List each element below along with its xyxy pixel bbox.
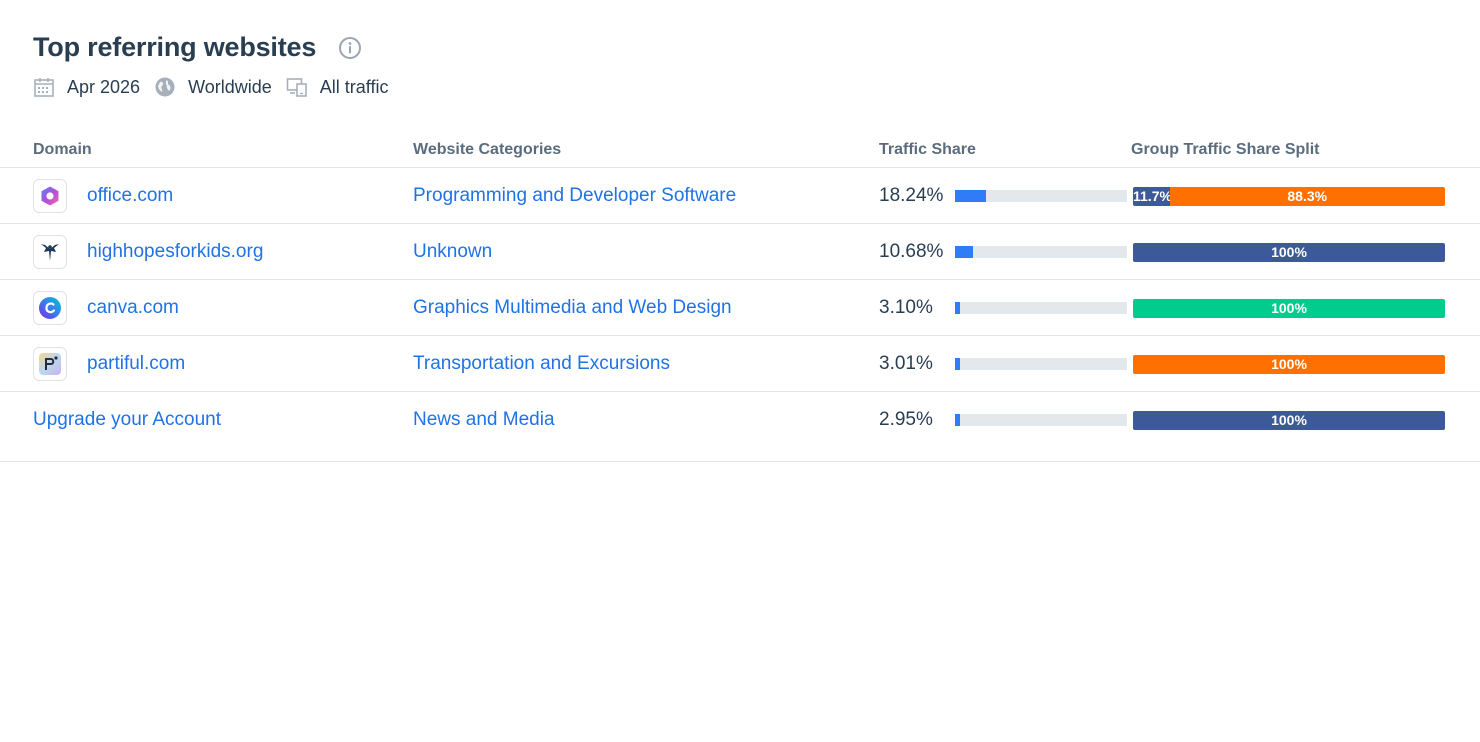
traffic-share-fill: [955, 246, 973, 258]
upgrade-account-link[interactable]: Upgrade your Account: [33, 409, 222, 430]
split-segment: 100%: [1133, 354, 1445, 374]
traffic-filter: All traffic: [286, 76, 403, 98]
traffic-share-fill: [955, 414, 960, 426]
category-link[interactable]: Unknown: [413, 241, 493, 262]
domain-link[interactable]: office.com: [87, 185, 174, 206]
devices-icon: [286, 78, 307, 97]
date-filter: Apr 2026: [33, 76, 154, 98]
table-row: office.com Programming and Developer Sof…: [0, 168, 1480, 224]
split-segment: 100%: [1133, 298, 1445, 318]
country-label: Worldwide: [188, 76, 272, 97]
domain-link[interactable]: highhopesforkids.org: [87, 241, 264, 262]
office-favicon-icon: [33, 179, 67, 213]
category-link[interactable]: News and Media: [413, 409, 555, 430]
category-link[interactable]: Programming and Developer Software: [413, 185, 737, 206]
column-header-category[interactable]: Website Categories: [413, 141, 562, 158]
traffic-share-fill: [955, 302, 960, 314]
traffic-share-bar: [955, 414, 1127, 426]
table-row: partiful.com Transportation and Excursio…: [0, 336, 1480, 392]
country-filter: Worldwide: [154, 76, 286, 98]
traffic-share-bar: [955, 302, 1127, 314]
highhopes-favicon-icon: [33, 235, 67, 269]
split-segment: 100%: [1133, 242, 1445, 262]
traffic-share-bar: [955, 246, 1127, 258]
traffic-share-bar: [955, 358, 1127, 370]
traffic-label: All traffic: [319, 76, 389, 97]
canva-favicon-icon: [33, 291, 67, 325]
globe-icon: [155, 77, 175, 97]
column-header-domain[interactable]: Domain: [33, 141, 92, 158]
table-row: highhopesforkids.org Unknown 10.68% 100%: [0, 224, 1480, 280]
group-split-bar: 100%: [1133, 410, 1445, 430]
traffic-share-bar: [955, 190, 1127, 202]
referring-websites-table: Domain Website Categories Traffic Share …: [0, 128, 1480, 462]
table-row: canva.com Graphics Multimedia and Web De…: [0, 280, 1480, 336]
widget-header: Top referring websites: [33, 32, 362, 63]
column-header-group-split[interactable]: Group Traffic Share Split: [1131, 141, 1320, 158]
group-split-bar: 11.7% 88.3%: [1133, 186, 1445, 206]
traffic-share-value: 10.68%: [879, 241, 944, 262]
partiful-favicon-icon: [33, 347, 67, 381]
date-label: Apr 2026: [67, 76, 141, 97]
traffic-share-value: 2.95%: [879, 409, 933, 430]
traffic-share-value: 3.01%: [879, 353, 933, 374]
column-header-traffic-share[interactable]: Traffic Share: [879, 141, 976, 158]
traffic-share-value: 18.24%: [879, 185, 944, 206]
traffic-share-fill: [955, 358, 960, 370]
category-link[interactable]: Transportation and Excursions: [413, 353, 670, 374]
split-segment: 11.7%: [1133, 186, 1170, 206]
group-split-bar: 100%: [1133, 298, 1445, 318]
filter-summary: Apr 2026 Worldwide All traffic: [33, 76, 402, 98]
table-header: Domain Website Categories Traffic Share …: [0, 128, 1480, 168]
info-icon[interactable]: [338, 36, 362, 60]
calendar-icon: [34, 78, 54, 97]
traffic-share-value: 3.10%: [879, 297, 933, 318]
split-segment: 88.3%: [1169, 186, 1445, 206]
group-split-bar: 100%: [1133, 242, 1445, 262]
group-split-bar: 100%: [1133, 354, 1445, 374]
widget-title: Top referring websites: [33, 32, 317, 62]
domain-link[interactable]: partiful.com: [87, 353, 186, 374]
split-segment: 100%: [1133, 410, 1445, 430]
table-row: Upgrade your Account News and Media 2.95…: [0, 392, 1480, 462]
category-link[interactable]: Graphics Multimedia and Web Design: [413, 297, 732, 318]
domain-link[interactable]: canva.com: [87, 297, 179, 318]
traffic-share-fill: [955, 190, 986, 202]
